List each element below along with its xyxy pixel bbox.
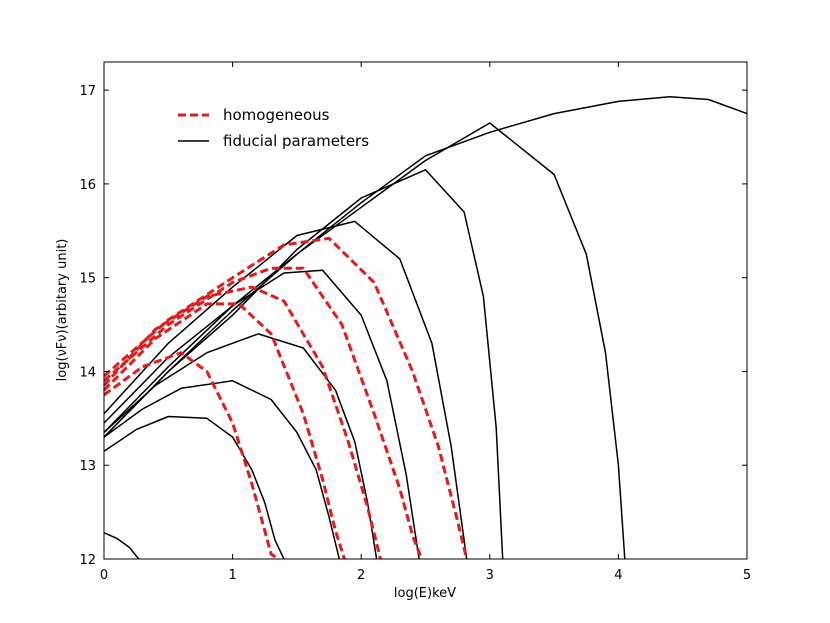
series-line-fiducial-7 (103, 95, 748, 438)
y-axis-label: log(νFν)(arbitary unit) (55, 239, 70, 382)
y-tick-label: 17 (79, 84, 96, 99)
x-tick-label: 3 (486, 568, 494, 583)
legend-homogeneous-label: homogeneous (223, 106, 330, 124)
series-line-fiducial-8 (103, 532, 140, 560)
x-tick-label: 1 (228, 568, 236, 583)
y-tick-label: 14 (79, 365, 96, 380)
series-line-homogeneous-10 (102, 302, 346, 560)
plot-lines (102, 95, 748, 561)
legend-fiducial-label: fiducial parameters (223, 132, 369, 150)
series-line-fiducial-4 (103, 220, 468, 560)
x-tick-label: 5 (743, 568, 751, 583)
series-line-homogeneous-12 (103, 266, 424, 560)
series-line-fiducial-6 (103, 122, 626, 560)
x-tick-label: 4 (614, 568, 622, 583)
series-line-fiducial-3 (103, 269, 420, 560)
series-line-fiducial-2 (103, 333, 378, 560)
plot-frame (103, 61, 748, 560)
series-line-homogeneous-13 (103, 236, 469, 560)
x-tick-label: 2 (357, 568, 365, 583)
y-tick-label: 16 (79, 178, 96, 193)
x-tick-label: 0 (100, 568, 108, 583)
y-tick-label: 12 (79, 553, 96, 568)
series-line-homogeneous-9 (103, 351, 280, 561)
y-tick-label: 15 (79, 272, 96, 287)
legend: homogeneous fiducial parameters (178, 106, 369, 150)
x-axis-label: log(E)keV (394, 586, 456, 601)
series-line-fiducial-1 (103, 380, 341, 560)
y-tick-label: 13 (79, 459, 96, 474)
series-line-fiducial-0 (103, 415, 285, 560)
